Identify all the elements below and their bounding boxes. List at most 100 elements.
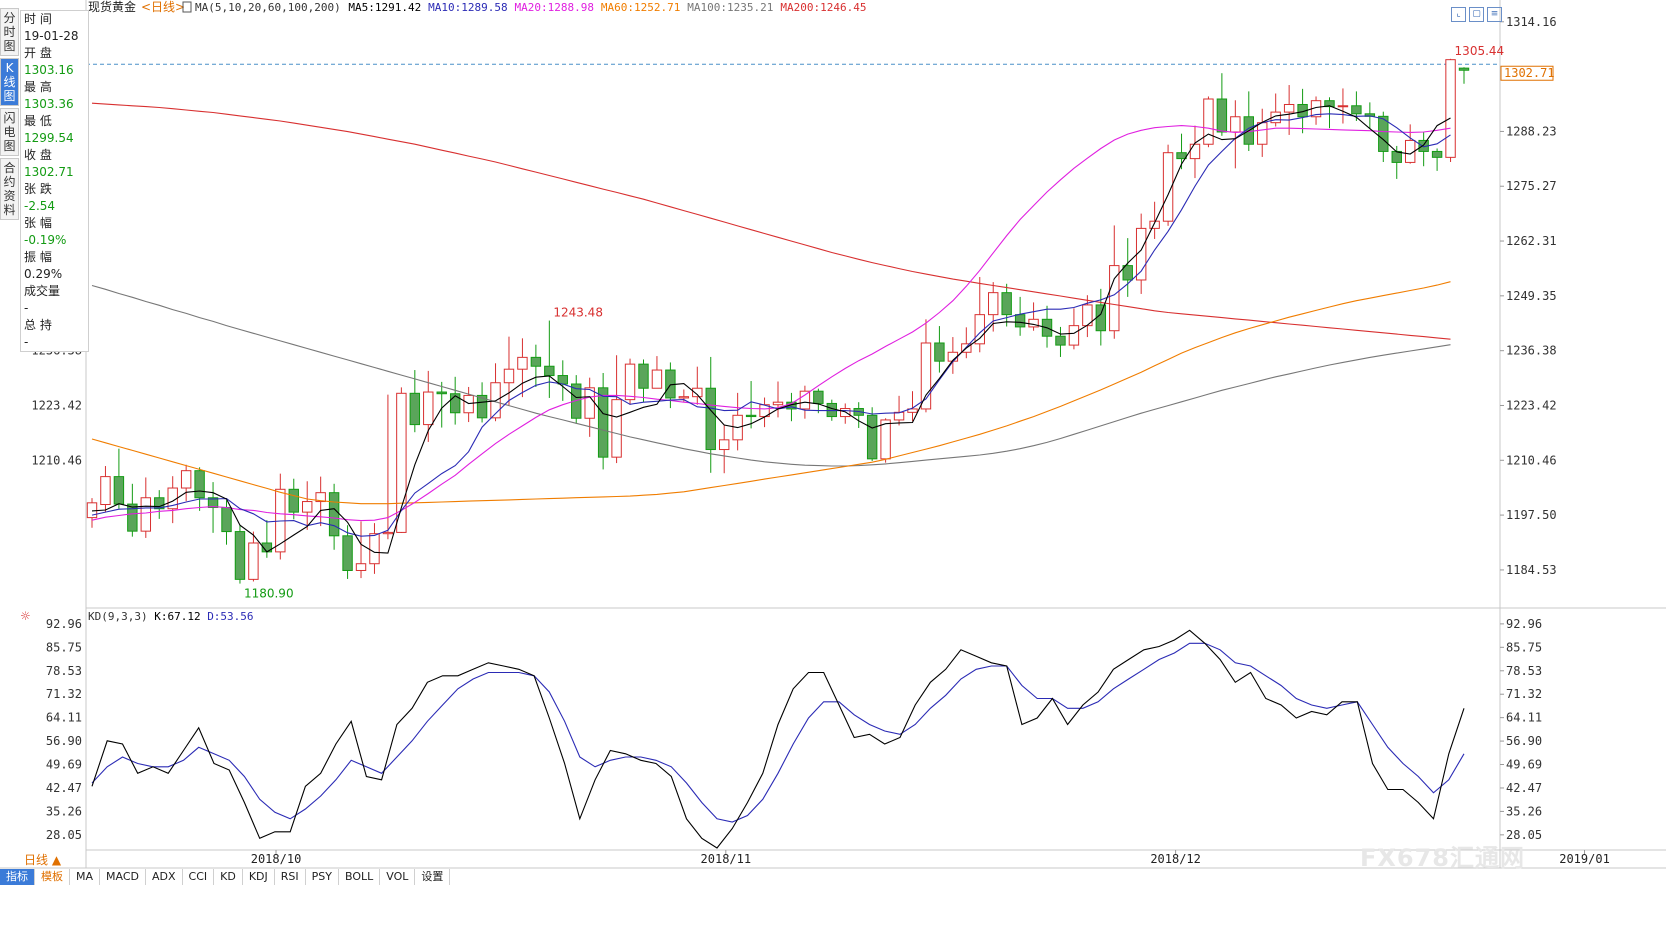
tab-macd[interactable]: MACD bbox=[100, 869, 146, 885]
restore-icon[interactable]: ⌞ bbox=[1451, 7, 1466, 22]
candle-body-15 bbox=[288, 488, 299, 513]
candle-body-8 bbox=[194, 470, 205, 499]
candle-body-25 bbox=[423, 391, 434, 426]
kd-left-label-4: 64.11 bbox=[46, 711, 82, 725]
info-value-amplitude: 0.29% bbox=[24, 267, 63, 281]
tab-cci[interactable]: CCI bbox=[183, 869, 215, 885]
candle-body-67 bbox=[988, 292, 999, 316]
ma-legend-0: MA(5,10,20,60,100,200) bbox=[195, 1, 341, 14]
ma-legend-4: MA60:1252.71 bbox=[601, 1, 680, 14]
ma5-line bbox=[91, 105, 1451, 554]
kd-settings-icon: ☼ bbox=[20, 609, 31, 623]
tab-psy[interactable]: PSY bbox=[306, 869, 339, 885]
candle-body-39 bbox=[611, 399, 622, 458]
candle-body-80 bbox=[1162, 152, 1174, 222]
candle-body-35 bbox=[557, 375, 568, 385]
kd-left-label-1: 85.75 bbox=[46, 640, 82, 654]
date-label-0: 2018/10 bbox=[251, 852, 302, 866]
price-tick-label-3: 1223.42 bbox=[1506, 398, 1557, 412]
tab-templates[interactable]: 模板 bbox=[35, 869, 70, 885]
candle-body-1 bbox=[100, 476, 111, 506]
tab-kline-chart[interactable]: K线图 bbox=[0, 58, 19, 106]
candle-body-2 bbox=[113, 476, 125, 505]
candle-body-23 bbox=[396, 392, 407, 533]
list-icon[interactable]: ≡ bbox=[1487, 7, 1502, 22]
left-price-label-3: 1223.42 bbox=[31, 398, 82, 412]
tab-rsi[interactable]: RSI bbox=[275, 869, 306, 885]
candle-body-31 bbox=[503, 368, 515, 384]
candle-body-84 bbox=[1216, 98, 1228, 133]
candle-body-37 bbox=[584, 387, 595, 419]
tab-time-chart[interactable]: 分时图 bbox=[0, 8, 19, 56]
tab-flash-chart[interactable]: 闪电图 bbox=[0, 108, 19, 156]
candle-body-38 bbox=[597, 387, 609, 458]
candle-body-40 bbox=[624, 363, 636, 401]
kd-tick-label-6: 49.69 bbox=[1506, 758, 1542, 772]
ma20-line bbox=[91, 125, 1451, 522]
candle-body-102 bbox=[1458, 67, 1470, 71]
current-price-label: 1302.71 bbox=[1504, 66, 1555, 80]
candle-body-4 bbox=[140, 497, 152, 532]
candle-body-29 bbox=[476, 394, 488, 419]
candle-body-5 bbox=[154, 497, 165, 510]
info-value-low: 1299.54 bbox=[24, 131, 74, 145]
kd-left-label-2: 78.53 bbox=[46, 664, 82, 678]
candle-body-45 bbox=[692, 387, 703, 398]
candle-body-75 bbox=[1095, 304, 1107, 332]
candle-body-85 bbox=[1230, 116, 1241, 133]
candle-body-56 bbox=[840, 408, 851, 418]
candle-body-3 bbox=[127, 503, 138, 532]
tab-indicators[interactable]: 指标 bbox=[0, 869, 35, 885]
tab-adx[interactable]: ADX bbox=[146, 869, 183, 885]
candle-body-100 bbox=[1431, 150, 1443, 158]
maximize-icon[interactable]: ▢ bbox=[1469, 7, 1484, 22]
candle-body-76 bbox=[1109, 265, 1120, 332]
tab-ma[interactable]: MA bbox=[70, 869, 101, 885]
candle-body-11 bbox=[234, 531, 246, 580]
info-value-time: 19-01-28 bbox=[24, 29, 79, 43]
candle-body-53 bbox=[799, 390, 811, 410]
candle-body-44 bbox=[678, 396, 690, 399]
kd-tick-label-5: 56.90 bbox=[1506, 734, 1542, 748]
tab-contract-info[interactable]: 合约资料 bbox=[0, 158, 19, 220]
date-label-2: 2018/12 bbox=[1150, 852, 1201, 866]
info-value-change-pct: -0.19% bbox=[24, 233, 67, 247]
candle-body-7 bbox=[180, 470, 192, 489]
info-label-low: 最 低 bbox=[24, 114, 52, 128]
candle-body-42 bbox=[651, 369, 663, 389]
indicator-tab-bar: 指标 模板 MA MACD ADX CCI KD KDJ RSI PSY BOLL VOL 设置 bbox=[0, 869, 1666, 887]
ma-legend-5: MA100:1235.21 bbox=[687, 1, 773, 14]
tab-vol[interactable]: VOL bbox=[380, 869, 416, 885]
kd-legend-0: KD(9,3,3) bbox=[88, 610, 148, 623]
kd-left-label-5: 56.90 bbox=[46, 734, 82, 748]
instrument-name: 现货黄金 bbox=[88, 0, 136, 14]
kd-legend-2: D:53.56 bbox=[207, 610, 253, 623]
ma100-line bbox=[91, 284, 1451, 467]
ma-legend-3: MA20:1288.98 bbox=[515, 1, 594, 14]
cycle-button[interactable]: 日线 ▲ bbox=[24, 853, 62, 867]
candle-body-9 bbox=[207, 497, 219, 508]
price-tick-label-1: 1197.50 bbox=[1506, 508, 1557, 522]
kd-tick-label-1: 85.75 bbox=[1506, 640, 1542, 654]
info-label-open-interest: 总 持 bbox=[24, 318, 52, 332]
fx678-logo: FX678汇通网 bbox=[1360, 844, 1525, 872]
candle-body-87 bbox=[1257, 122, 1268, 145]
candle-body-22 bbox=[382, 531, 394, 535]
tab-kdj[interactable]: KDJ bbox=[243, 869, 275, 885]
tab-kd[interactable]: KD bbox=[214, 869, 243, 885]
candle-body-97 bbox=[1391, 150, 1402, 163]
candle-body-60 bbox=[893, 411, 905, 421]
candle-body-79 bbox=[1149, 220, 1160, 229]
tab-boll[interactable]: BOLL bbox=[339, 869, 381, 885]
price-tick-label-8: 1288.23 bbox=[1506, 124, 1557, 138]
price-tick-label-6: 1262.31 bbox=[1506, 234, 1557, 248]
chart-toolbar: ⌞ ▢ ≡ bbox=[1451, 1, 1505, 22]
tab-settings[interactable]: 设置 bbox=[415, 869, 451, 885]
mid-annotation: 1243.48 bbox=[553, 306, 603, 320]
ma200-line bbox=[91, 102, 1451, 340]
candle-body-78 bbox=[1135, 227, 1147, 281]
candle-body-26 bbox=[436, 391, 447, 395]
candle-body-69 bbox=[1014, 314, 1026, 328]
kd-tick-label-0: 92.96 bbox=[1506, 617, 1542, 631]
